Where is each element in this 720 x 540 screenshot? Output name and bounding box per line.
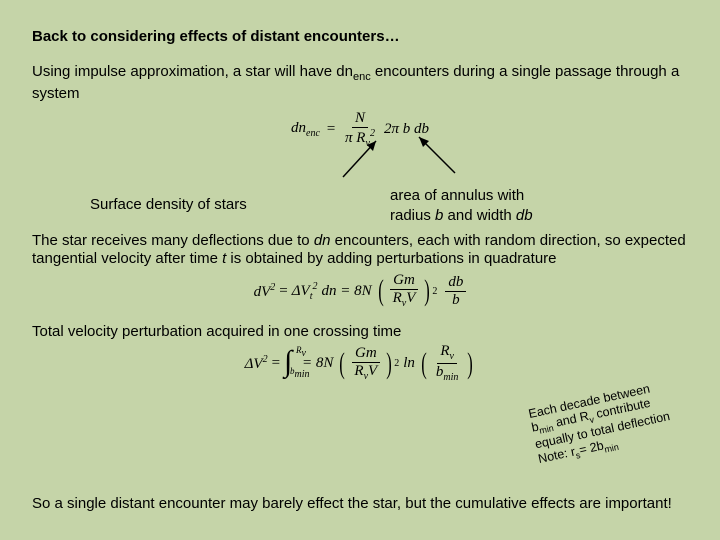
eq2-dv-sup: 2	[270, 282, 275, 293]
eq2-tail: db b	[445, 275, 466, 308]
eq3-dv: ΔV	[245, 356, 263, 372]
eq2-pden-r: R	[393, 290, 402, 306]
slide: Back to considering effects of distant e…	[0, 0, 720, 540]
arrow-left	[331, 137, 391, 187]
eq2-rparen: )	[425, 279, 431, 303]
intro-paragraph: Using impulse approximation, a star will…	[32, 63, 688, 104]
side-note: Each decade between bmin and Rv contribu…	[527, 374, 696, 468]
label-right-l1: area of annulus with	[390, 187, 524, 204]
eq3-int1: ∫ Rv bmin	[284, 351, 298, 376]
eq1-lhs: dnenc	[291, 120, 320, 139]
intro-sub: enc	[353, 71, 371, 83]
eq1-equals: =	[326, 121, 336, 138]
heading: Back to considering effects of distant e…	[32, 28, 688, 45]
eq1-box: dnenc = N π Rv2 2π b db	[291, 111, 429, 149]
equation-2: dV2 = ΔVt2 dn = 8N ( Gm RvV ) 2 db b	[32, 273, 688, 309]
eq2-lparen: (	[378, 279, 384, 303]
equation-1: dnenc = N π Rv2 2π b db	[32, 110, 688, 150]
label-annulus: area of annulus with radius b and width …	[390, 186, 590, 225]
eq2-pden-v: V	[406, 290, 415, 306]
eq3-lnn-s: v	[450, 351, 454, 362]
eq3-rp2: )	[468, 352, 474, 376]
eq3-lhs: ΔV2	[245, 354, 268, 373]
eq1-lhs-sub: enc	[306, 128, 320, 139]
eq3-lp1: (	[340, 352, 346, 376]
eq3-lnd-s: min	[443, 372, 458, 383]
sb-l4s2: min	[603, 441, 619, 454]
eq2-dvt: ΔVt2	[292, 281, 318, 302]
eq2-eq1: =	[279, 283, 287, 300]
eq3-intl-s: min	[295, 369, 310, 380]
eq3-box: ΔV2 = ∫ Rv bmin = 8N ( Gm RvV ) 2 ln ( R…	[245, 344, 476, 383]
intro-pre: Using impulse approximation, a star will…	[32, 63, 353, 80]
eq3-pnum: Gm	[352, 346, 380, 363]
p2-pre: The star receives many deflections due t…	[32, 232, 314, 249]
eq2-pnum: Gm	[390, 273, 418, 290]
label-right-pre: radius	[390, 207, 435, 224]
eq2-box: dV2 = ΔVt2 dn = 8N ( Gm RvV ) 2 db b	[254, 273, 467, 309]
eq2-dn: dn = 8N	[321, 283, 371, 300]
conclusion: So a single distant encounter may barely…	[32, 495, 688, 514]
paragraph-2: The star receives many deflections due t…	[32, 232, 688, 270]
eq2-dvt-sup: 2	[312, 281, 317, 292]
eq3-ln: ln	[403, 355, 415, 372]
label-right-db: db	[516, 207, 533, 224]
eq3-lnden: bmin	[433, 364, 462, 383]
eq3-lnnum: Rv	[437, 344, 457, 364]
label-right-mid: and width	[443, 207, 516, 224]
eq1-frac-num: N	[352, 111, 368, 128]
eq3-pden-r: R	[354, 363, 363, 379]
eq2-tden: b	[449, 292, 463, 308]
eq2-lhs: dV2	[254, 282, 276, 301]
eq2-tnum: db	[445, 275, 466, 292]
eq2-osup: 2	[432, 286, 437, 297]
eq3-pfrac: Gm RvV	[351, 346, 380, 382]
eq1-dn: dn	[291, 120, 306, 136]
eq3-lnn-r: R	[440, 343, 449, 359]
p2-dn: dn	[314, 232, 331, 249]
eq3-eq1: =	[272, 355, 280, 372]
eq2-dv: dV	[254, 284, 271, 300]
eq3-intu-s: v	[302, 348, 306, 359]
eq3-osup: 2	[394, 358, 399, 369]
eq2-pfrac: Gm RvV	[390, 273, 419, 309]
eq3-rp1: )	[386, 352, 392, 376]
eq3-dv-sup: 2	[263, 354, 268, 365]
equation-3: ΔV2 = ∫ Rv bmin = 8N ( Gm RvV ) 2 ln ( R…	[32, 344, 688, 383]
eq2-pden: RvV	[390, 290, 419, 309]
eq2-dvt-txt: ΔV	[292, 283, 310, 299]
paragraph-3: Total velocity perturbation acquired in …	[32, 323, 688, 340]
eq3-lp2: (	[421, 352, 427, 376]
eq2-dvt-sub: t	[310, 291, 313, 302]
eq3-pden-v: V	[368, 363, 377, 379]
label-surface-density: Surface density of stars	[90, 196, 290, 213]
p2-post: is obtained by adding perturbations in q…	[226, 250, 556, 267]
eq3-pden: RvV	[351, 363, 380, 382]
arrow-right	[411, 133, 471, 183]
eq3-lnfrac: Rv bmin	[433, 344, 462, 383]
